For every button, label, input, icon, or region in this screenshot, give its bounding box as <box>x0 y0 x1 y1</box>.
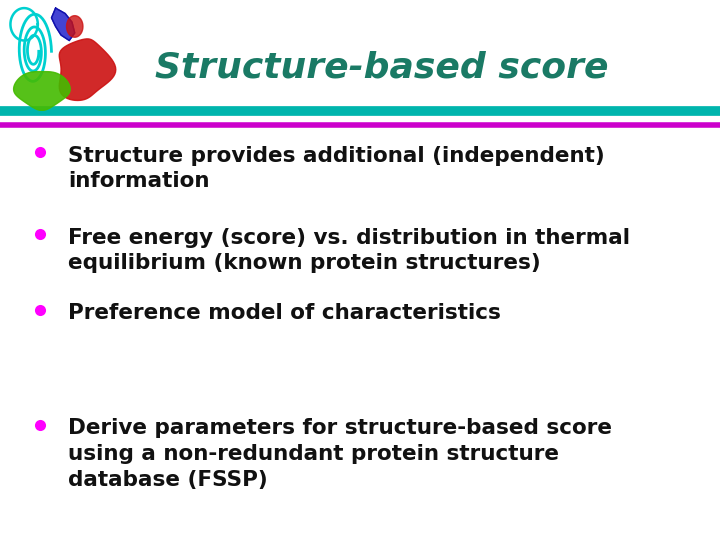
Text: Structure provides additional (independent)
information: Structure provides additional (independe… <box>68 146 605 191</box>
Polygon shape <box>14 72 71 111</box>
Text: Derive parameters for structure-based score
using a non-redundant protein struct: Derive parameters for structure-based sc… <box>68 418 613 490</box>
Polygon shape <box>66 16 83 37</box>
Polygon shape <box>52 8 75 40</box>
Text: Structure-based score: Structure-based score <box>155 51 608 84</box>
Text: Preference model of characteristics: Preference model of characteristics <box>68 303 501 323</box>
Text: Free energy (score) vs. distribution in thermal
equilibrium (known protein struc: Free energy (score) vs. distribution in … <box>68 228 631 273</box>
Polygon shape <box>59 39 116 100</box>
